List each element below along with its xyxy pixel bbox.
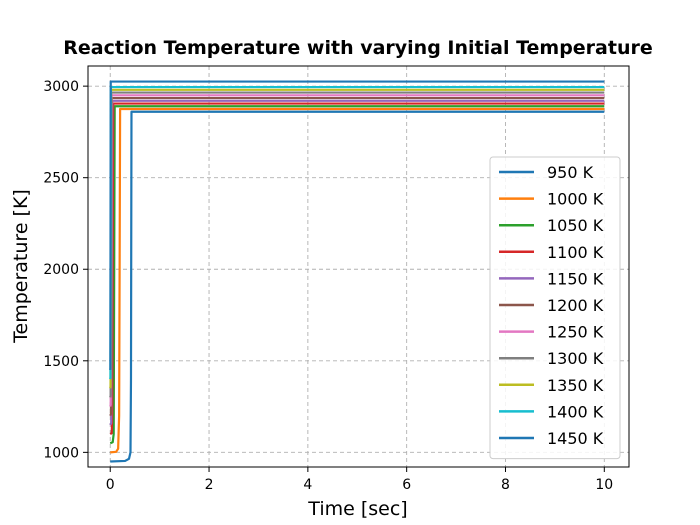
x-tick-label: 10 — [595, 477, 613, 493]
y-axis-label: Temperature [K] — [10, 189, 32, 344]
legend-label: 950 K — [547, 163, 594, 182]
y-tick-label: 1000 — [43, 445, 79, 461]
ticks: 0 2 4 6 8 10 1000 1500 2000 2500 3000 — [43, 79, 613, 493]
legend-label: 1250 K — [547, 323, 604, 342]
legend-label: 1000 K — [547, 190, 604, 209]
y-tick-label: 3000 — [43, 79, 79, 95]
y-tick-label: 2500 — [43, 171, 79, 187]
legend-label: 1100 K — [547, 243, 604, 262]
x-tick-label: 2 — [205, 477, 214, 493]
series-line-2 — [109, 105, 605, 445]
series-line-0 — [110, 110, 605, 463]
y-tick-label: 1500 — [43, 354, 79, 370]
legend-label: 1150 K — [547, 269, 604, 288]
chart-title: Reaction Temperature with varying Initia… — [63, 37, 653, 59]
series-line-1 — [110, 107, 605, 454]
plot-frame — [87, 65, 630, 468]
x-axis-label: Time [sec] — [307, 498, 407, 520]
x-tick-label: 8 — [501, 477, 510, 493]
legend-label: 1300 K — [547, 349, 604, 368]
x-tick-label: 4 — [303, 477, 312, 493]
legend-label: 1350 K — [547, 376, 604, 395]
x-tick-label: 6 — [402, 477, 411, 493]
y-tick-label: 2000 — [43, 262, 79, 278]
legend-label: 1400 K — [547, 402, 604, 421]
legend: 950 K 1000 K 1050 K 1100 K 1150 K 1200 K 1250 … — [489, 156, 621, 460]
x-tick-label: 0 — [106, 477, 115, 493]
series-layer — [109, 80, 605, 463]
series-line-10 — [109, 80, 605, 371]
legend-label: 1050 K — [547, 216, 604, 235]
legend-label: 1450 K — [547, 429, 604, 448]
legend-box — [489, 156, 621, 460]
legend-label: 1200 K — [547, 296, 604, 315]
